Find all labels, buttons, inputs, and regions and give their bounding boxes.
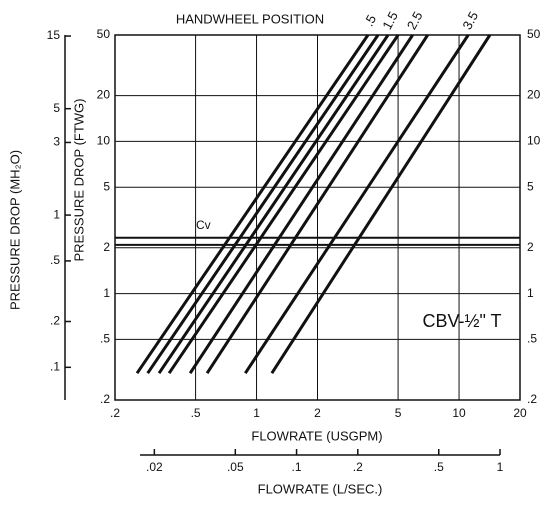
y-axis-label: PRESSURE DROP (FTWG): [71, 99, 86, 262]
y-tick-label-right: 50: [527, 27, 541, 41]
y2-tick-label: .1: [50, 359, 60, 373]
series-line: [135, 34, 370, 375]
y2-tick-label: 3: [53, 135, 60, 149]
x2-tick-label: .1: [292, 460, 302, 474]
series-line: [244, 34, 470, 375]
y-tick-label: 50: [97, 27, 111, 41]
y-tick-label-right: 20: [527, 88, 541, 102]
model-label: CBV-½" T: [422, 311, 501, 331]
series-label: 2.5: [404, 9, 426, 32]
y-tick-label: .2: [100, 392, 110, 406]
y2-tick-label: 15: [47, 28, 61, 42]
x-tick-label: 20: [513, 406, 527, 420]
y2-tick-label: .5: [50, 253, 60, 267]
x-tick-label: 5: [395, 406, 402, 420]
x-tick-label: .5: [191, 406, 201, 420]
y-tick-label-right: 2: [527, 240, 534, 254]
x2-tick-label: .05: [227, 460, 244, 474]
x-tick-label: .2: [110, 406, 120, 420]
y-tick-label-right: 5: [527, 179, 534, 193]
series-label: 3.5: [459, 9, 481, 32]
series-line: [146, 34, 380, 375]
x2-tick-label: .2: [353, 460, 363, 474]
chart-title: HANDWHEEL POSITION: [176, 11, 324, 26]
x-axis-label: FLOWRATE (USGPM): [251, 428, 382, 443]
y2-axis-label: PRESSURE DROP (MH₂O): [7, 150, 22, 310]
y-tick-label-right: 10: [527, 134, 541, 148]
y2-tick-label: 1: [53, 207, 60, 221]
series-line: [270, 34, 492, 375]
x2-axis-label: FLOWRATE (L/SEC.): [258, 481, 383, 496]
y-tick-label: 20: [97, 88, 111, 102]
y-tick-label: 2: [103, 240, 110, 254]
x-tick-label: 2: [314, 406, 321, 420]
y-tick-label-right: 1: [527, 286, 534, 300]
y-tick-label: 1: [103, 286, 110, 300]
series-line: [205, 34, 429, 375]
reference-label: Cv: [196, 218, 211, 232]
y2-tick-label: .2: [50, 314, 60, 328]
y-tick-label: .5: [100, 332, 110, 346]
x2-tick-label: 1: [497, 460, 504, 474]
y2-tick-label: 5: [53, 101, 60, 115]
y-tick-label-right: .5: [527, 332, 537, 346]
series-line: [167, 34, 400, 375]
y-tick-label: 10: [97, 134, 111, 148]
x2-tick-label: .5: [434, 460, 444, 474]
series-line: [157, 34, 390, 375]
x2-tick-label: .02: [146, 460, 163, 474]
y-tick-label: 5: [103, 179, 110, 193]
series-label: 1.5: [379, 9, 401, 32]
x-tick-label: 1: [253, 406, 260, 420]
y-tick-label-right: .2: [527, 392, 537, 406]
x-tick-label: 10: [452, 406, 466, 420]
series-line: [188, 34, 414, 375]
